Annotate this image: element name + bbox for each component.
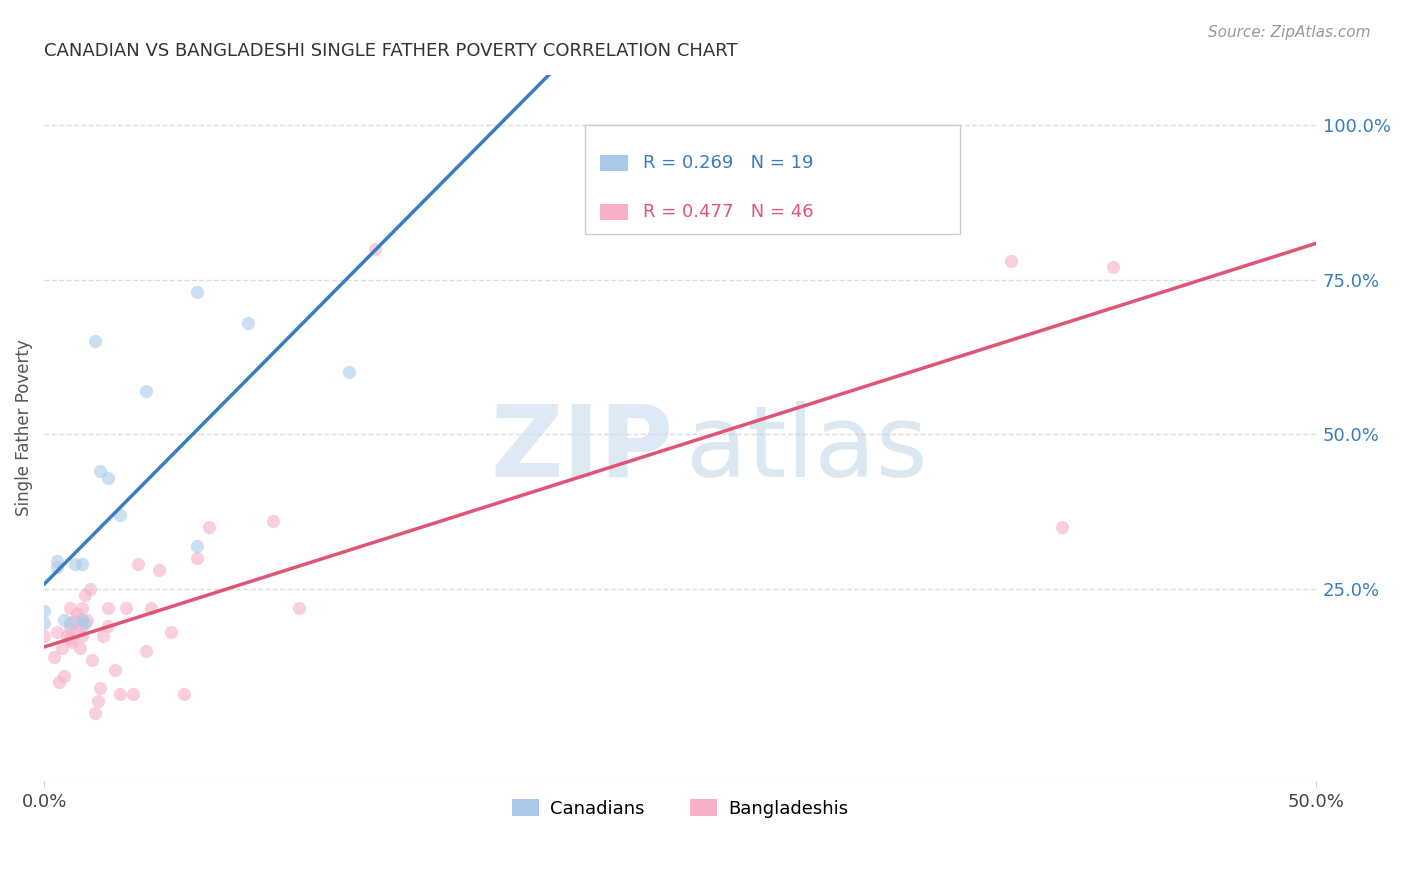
Point xyxy=(45,625,67,640)
Point xyxy=(262,514,284,528)
Text: Source: ZipAtlas.com: Source: ZipAtlas.com xyxy=(1208,25,1371,40)
Point xyxy=(110,687,132,701)
Point xyxy=(63,613,86,627)
Point xyxy=(364,242,387,256)
Point xyxy=(89,465,111,479)
FancyBboxPatch shape xyxy=(585,125,960,234)
Point xyxy=(53,669,76,683)
Point xyxy=(58,623,80,637)
Text: R = 0.269   N = 19: R = 0.269 N = 19 xyxy=(643,154,814,172)
Point xyxy=(73,616,96,631)
Point xyxy=(69,640,91,655)
Point xyxy=(186,551,208,566)
Legend: Canadians, Bangladeshis: Canadians, Bangladeshis xyxy=(505,792,855,825)
Text: atlas: atlas xyxy=(686,401,928,498)
Point xyxy=(45,560,67,574)
Text: ZIP: ZIP xyxy=(491,401,673,498)
Point xyxy=(56,628,79,642)
Point xyxy=(72,600,94,615)
Point xyxy=(58,616,80,631)
Point xyxy=(79,582,101,596)
Point xyxy=(91,628,114,642)
Point xyxy=(82,653,104,667)
Point xyxy=(58,600,80,615)
Point xyxy=(84,706,107,720)
Point xyxy=(173,687,195,701)
Point xyxy=(1000,254,1022,268)
Point xyxy=(45,554,67,568)
Point xyxy=(84,334,107,349)
Point xyxy=(110,508,132,522)
Point xyxy=(186,539,208,553)
Point xyxy=(148,564,170,578)
Point xyxy=(97,470,120,484)
Point xyxy=(139,600,162,615)
Point xyxy=(135,644,157,658)
Point xyxy=(58,632,80,646)
Point xyxy=(48,675,70,690)
Text: CANADIAN VS BANGLADESHI SINGLE FATHER POVERTY CORRELATION CHART: CANADIAN VS BANGLADESHI SINGLE FATHER PO… xyxy=(44,42,738,60)
Point xyxy=(86,693,108,707)
Point xyxy=(198,520,221,534)
Point xyxy=(72,619,94,633)
Point xyxy=(127,558,149,572)
Point xyxy=(32,628,55,642)
Point xyxy=(104,663,127,677)
Point xyxy=(97,619,120,633)
Point xyxy=(44,650,66,665)
Point xyxy=(72,613,94,627)
Point xyxy=(72,558,94,572)
Point xyxy=(66,607,89,621)
Point xyxy=(97,600,120,615)
Point xyxy=(1050,520,1073,534)
Point xyxy=(51,640,73,655)
Point xyxy=(186,285,208,299)
Point xyxy=(53,613,76,627)
Point xyxy=(32,604,55,618)
Point xyxy=(32,616,55,631)
Point xyxy=(122,687,145,701)
Point xyxy=(236,316,259,330)
Point xyxy=(89,681,111,695)
Point xyxy=(76,613,98,627)
Point xyxy=(337,365,360,379)
Point xyxy=(160,625,183,640)
Point xyxy=(60,634,83,648)
Point xyxy=(135,384,157,398)
Point xyxy=(73,588,96,602)
Bar xyxy=(600,204,628,220)
Point xyxy=(63,558,86,572)
Text: R = 0.477   N = 46: R = 0.477 N = 46 xyxy=(643,203,814,221)
Bar xyxy=(600,155,628,170)
Point xyxy=(287,600,309,615)
Y-axis label: Single Father Poverty: Single Father Poverty xyxy=(15,340,32,516)
Point xyxy=(66,625,89,640)
Point xyxy=(1101,260,1123,274)
Point xyxy=(114,600,136,615)
Point xyxy=(72,628,94,642)
